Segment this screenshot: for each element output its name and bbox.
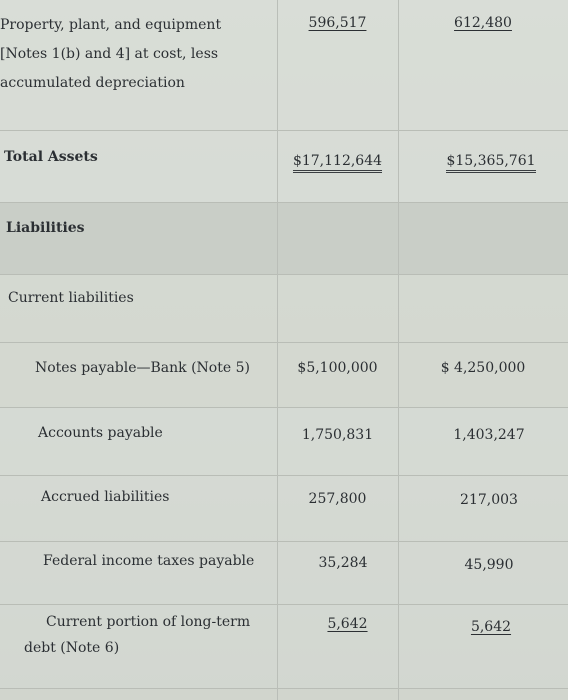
row-next bbox=[0, 689, 568, 700]
federal-income-taxes-label: Federal income taxes payable bbox=[43, 553, 255, 569]
federal-income-taxes-current-value: 35,284 bbox=[318, 555, 368, 571]
ppe-prior-value: 612,480 bbox=[454, 15, 512, 31]
ppe-label-line: accumulated depreciation bbox=[0, 75, 185, 91]
notes-payable-label: Notes payable—Bank (Note 5) bbox=[35, 360, 250, 376]
total-assets-current-value: $17,112,644 bbox=[292, 153, 383, 173]
liabilities-heading: Liabilities bbox=[6, 220, 85, 236]
accrued-liabilities-current-value: 257,800 bbox=[308, 491, 367, 507]
ppe-prior-cell: 612,480 bbox=[398, 9, 568, 38]
total-assets-prior-cell: $15,365,761 bbox=[398, 147, 568, 176]
ppe-label-line: [Notes 1(b) and 4] at cost, less bbox=[0, 46, 219, 62]
column-divider bbox=[398, 0, 399, 700]
row-federal-income-taxes bbox=[0, 542, 568, 605]
row-liabilities bbox=[0, 203, 568, 275]
accounts-payable-current-value: 1,750,831 bbox=[301, 427, 374, 443]
current-ltd-label-line: Current portion of long-term bbox=[46, 614, 251, 630]
current-ltd-label-line: debt (Note 6) bbox=[24, 640, 120, 656]
row-total-assets bbox=[0, 131, 568, 203]
current-ltd-prior-value: 5,642 bbox=[470, 619, 512, 635]
current-liabilities-heading: Current liabilities bbox=[8, 290, 134, 306]
ppe-current-value: 596,517 bbox=[308, 15, 367, 31]
current-ltd-current-value: 5,642 bbox=[327, 616, 368, 632]
federal-income-taxes-prior-value: 45,990 bbox=[464, 557, 514, 573]
row-notes-payable bbox=[0, 343, 568, 408]
ppe-current-cell: 596,517 bbox=[277, 9, 398, 38]
row-ppe bbox=[0, 0, 568, 131]
accrued-liabilities-prior-value: 217,003 bbox=[460, 492, 518, 508]
ppe-label-line: Property, plant, and equipment bbox=[0, 17, 222, 33]
accounts-payable-prior-value: 1,403,247 bbox=[453, 427, 525, 443]
row-current-liabilities bbox=[0, 275, 568, 343]
row-accrued-liabilities bbox=[0, 476, 568, 542]
current-ltd-label: Current portion of long-term debt (Note … bbox=[0, 608, 250, 659]
accounts-payable-label: Accounts payable bbox=[38, 425, 163, 441]
ppe-label: Property, plant, and equipment [Notes 1(… bbox=[0, 11, 221, 98]
column-divider bbox=[277, 0, 278, 700]
current-ltd-current-cell: 5,642 bbox=[277, 610, 418, 639]
total-assets-label: Total Assets bbox=[4, 149, 98, 165]
row-current-ltd bbox=[0, 605, 568, 689]
total-assets-current-cell: $17,112,644 bbox=[277, 147, 398, 176]
current-ltd-prior-cell: 5,642 bbox=[398, 613, 568, 642]
row-accounts-payable bbox=[0, 408, 568, 476]
total-assets-prior-value: $15,365,761 bbox=[446, 153, 536, 173]
notes-payable-current-value: $5,100,000 bbox=[297, 360, 378, 376]
notes-payable-prior-value: $ 4,250,000 bbox=[440, 360, 526, 376]
accrued-liabilities-label: Accrued liabilities bbox=[41, 489, 170, 505]
